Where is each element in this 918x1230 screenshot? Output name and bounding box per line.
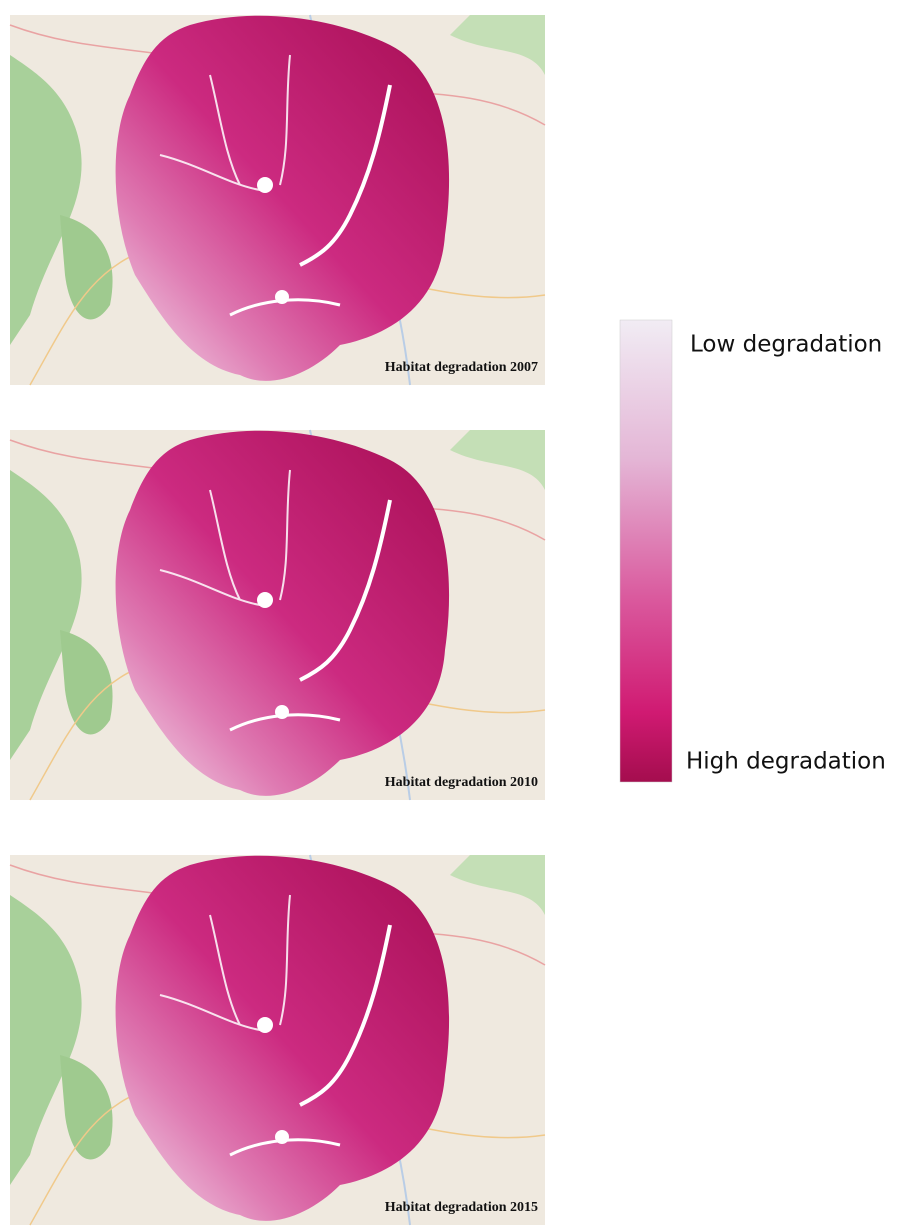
map-label: Habitat degradation 2015	[385, 1200, 538, 1215]
map-panel: Habitat degradation 2015	[10, 855, 545, 1225]
map-label: Habitat degradation 2007	[385, 360, 538, 375]
legend-colorbar	[620, 320, 672, 782]
figure: Habitat degradation 2007 Habitat degrada…	[0, 0, 918, 1230]
map-panel: Habitat degradation 2010	[10, 430, 545, 800]
map-label: Habitat degradation 2010	[385, 775, 538, 790]
legend-low-label: Low degradation	[690, 332, 882, 358]
legend-high-label: High degradation	[686, 749, 886, 775]
page: Habitat degradation 2007 Habitat degrada…	[0, 0, 918, 1230]
map-panel: Habitat degradation 2007	[10, 15, 545, 385]
map-image	[10, 15, 545, 385]
map-image	[10, 855, 545, 1225]
map-image	[10, 430, 545, 800]
